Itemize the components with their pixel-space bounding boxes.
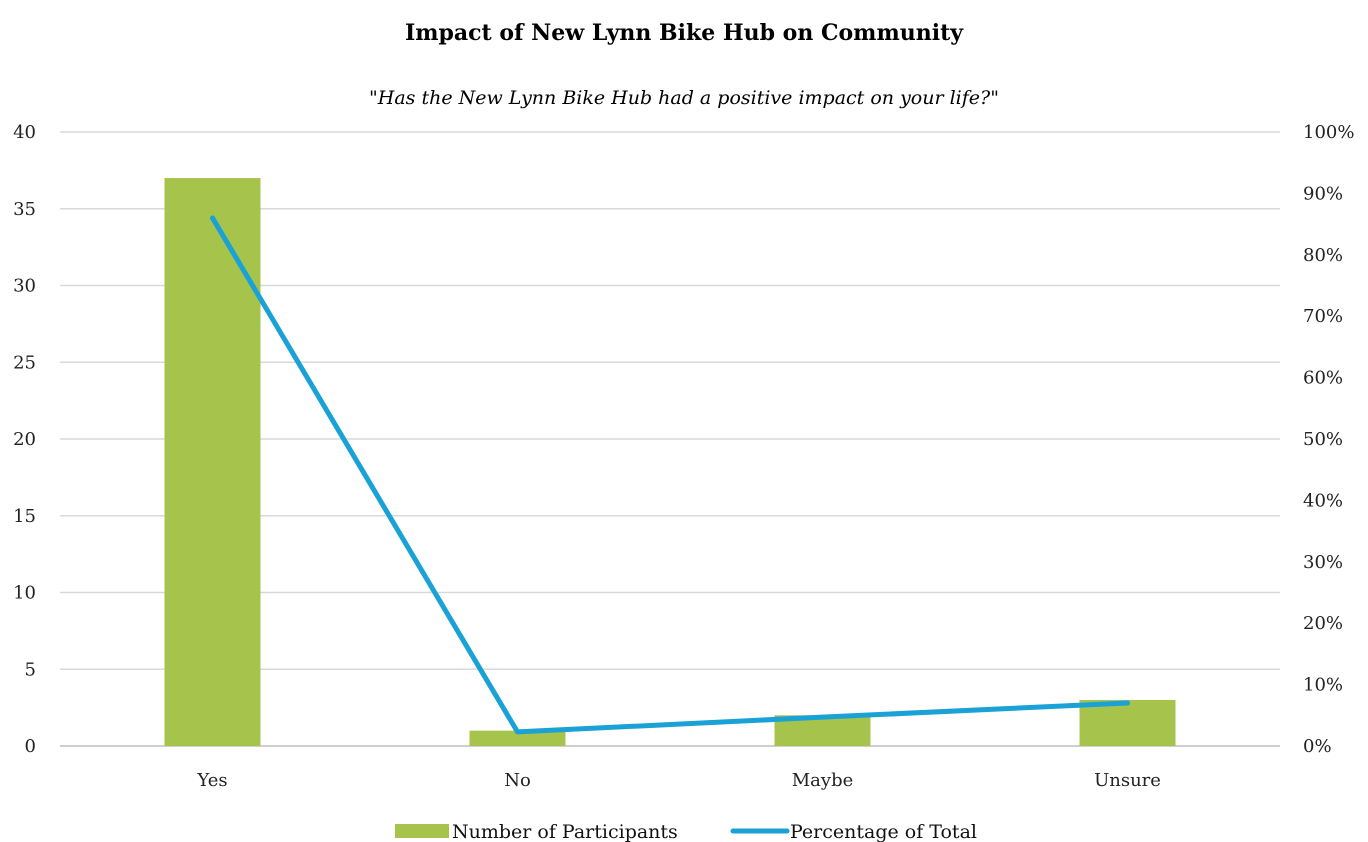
legend: Number of Participants Percentage of Tot… <box>395 821 977 842</box>
left-tick-label: 0 <box>25 736 36 757</box>
left-tick-label: 15 <box>13 506 36 527</box>
right-tick-label: 100% <box>1303 122 1354 143</box>
legend-swatch-participants <box>395 824 449 838</box>
left-tick-label: 35 <box>13 199 36 220</box>
right-tick-label: 10% <box>1303 675 1343 696</box>
legend-label-participants: Number of Participants <box>452 821 678 842</box>
right-tick-label: 60% <box>1303 368 1343 389</box>
left-axis: 0 5 10 15 20 25 30 35 40 <box>13 122 36 757</box>
right-axis: 0% 10% 20% 30% 40% 50% 60% 70% 80% 90% 100% <box>1303 122 1354 757</box>
x-tick-label: Maybe <box>792 770 854 791</box>
right-tick-label: 0% <box>1303 736 1332 757</box>
chart-subtitle: "Has the New Lynn Bike Hub had a positiv… <box>369 87 999 109</box>
bar <box>164 178 261 747</box>
right-tick-label: 40% <box>1303 490 1343 511</box>
left-tick-label: 40 <box>13 122 36 143</box>
bar <box>1079 699 1176 746</box>
left-tick-label: 5 <box>25 659 36 680</box>
right-tick-label: 70% <box>1303 306 1343 327</box>
left-tick-label: 30 <box>13 276 36 297</box>
bar-series <box>164 178 1176 747</box>
left-tick-label: 25 <box>13 352 36 373</box>
percentage-line <box>210 215 1130 735</box>
line-series <box>210 215 1130 735</box>
chart-title: Impact of New Lynn Bike Hub on Community <box>405 20 964 46</box>
x-tick-label: No <box>504 770 531 791</box>
gridlines <box>60 131 1280 747</box>
left-tick-label: 10 <box>13 583 36 604</box>
right-tick-label: 20% <box>1303 613 1343 634</box>
right-tick-label: 50% <box>1303 429 1343 450</box>
bar <box>469 730 566 746</box>
x-tick-label: Unsure <box>1094 770 1161 791</box>
x-axis: Yes No Maybe Unsure <box>196 770 1161 791</box>
right-tick-label: 90% <box>1303 183 1343 204</box>
x-tick-label: Yes <box>196 770 227 791</box>
left-tick-label: 20 <box>13 429 36 450</box>
right-tick-label: 30% <box>1303 552 1343 573</box>
right-tick-label: 80% <box>1303 245 1343 266</box>
legend-label-percentage: Percentage of Total <box>790 821 977 842</box>
